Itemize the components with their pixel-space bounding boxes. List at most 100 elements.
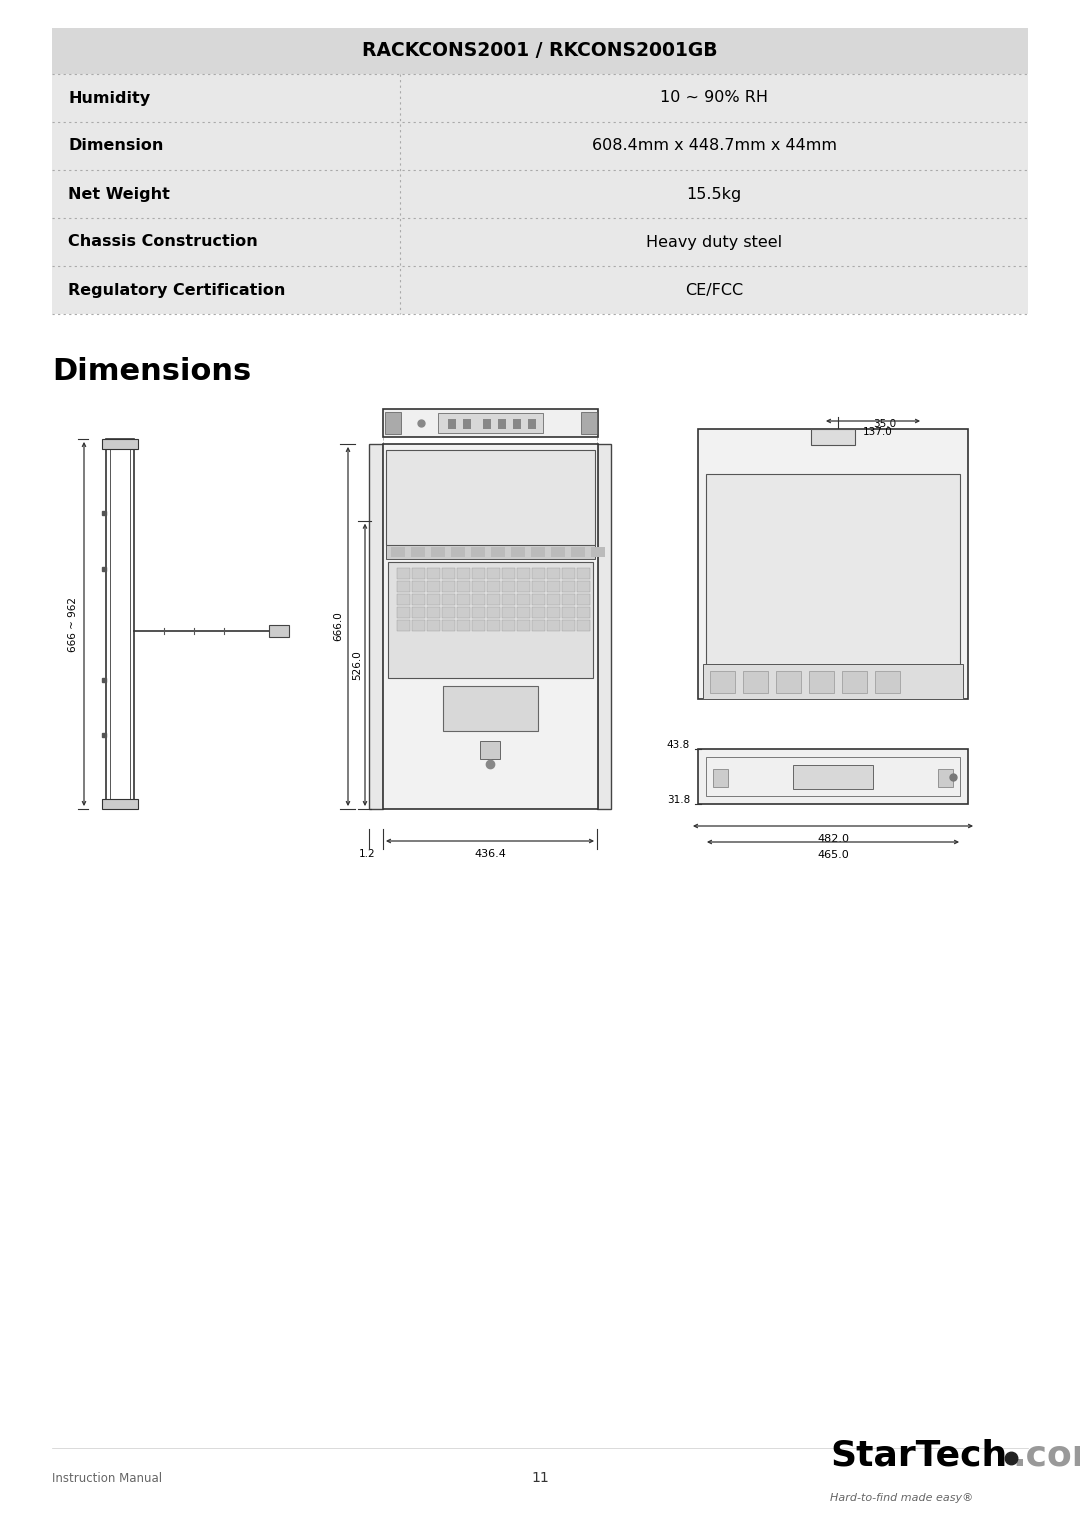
Bar: [517, 568, 530, 578]
Text: 465.0: 465.0: [818, 849, 849, 860]
Bar: [451, 546, 465, 557]
Bar: [391, 546, 405, 557]
Bar: [52, 27, 1028, 75]
Bar: [713, 769, 728, 787]
Bar: [706, 473, 960, 689]
Bar: [875, 671, 900, 693]
Bar: [52, 75, 1028, 122]
Bar: [269, 626, 289, 638]
Bar: [383, 409, 598, 437]
Bar: [528, 419, 536, 429]
Bar: [532, 581, 545, 592]
Bar: [411, 568, 426, 578]
Bar: [706, 756, 960, 796]
Bar: [442, 594, 455, 606]
Bar: [502, 607, 515, 618]
Bar: [577, 594, 590, 606]
Bar: [531, 546, 545, 557]
Text: 482.0: 482.0: [816, 834, 849, 845]
Text: 608.4mm x 448.7mm x 44mm: 608.4mm x 448.7mm x 44mm: [592, 139, 837, 154]
Text: Humidity: Humidity: [68, 90, 150, 105]
Text: Dimension: Dimension: [68, 139, 163, 154]
Bar: [106, 438, 134, 810]
Bar: [386, 451, 595, 545]
Bar: [463, 419, 471, 429]
Bar: [388, 562, 593, 677]
Bar: [562, 568, 575, 578]
Bar: [581, 412, 597, 434]
Bar: [397, 619, 410, 632]
Bar: [427, 594, 440, 606]
Text: .com: .com: [1012, 1438, 1080, 1473]
Bar: [110, 447, 130, 801]
Bar: [487, 568, 500, 578]
Text: Heavy duty steel: Heavy duty steel: [646, 234, 782, 250]
Bar: [411, 607, 426, 618]
Text: 666.0: 666.0: [333, 612, 343, 641]
Bar: [710, 671, 735, 693]
Bar: [457, 581, 470, 592]
Text: Instruction Manual: Instruction Manual: [52, 1472, 162, 1484]
Bar: [442, 581, 455, 592]
Bar: [397, 594, 410, 606]
Bar: [411, 619, 426, 632]
Bar: [809, 671, 834, 693]
Bar: [487, 619, 500, 632]
Bar: [443, 686, 538, 731]
Bar: [743, 671, 768, 693]
Bar: [562, 607, 575, 618]
Bar: [532, 568, 545, 578]
Bar: [703, 664, 963, 699]
Bar: [472, 607, 485, 618]
Bar: [502, 581, 515, 592]
Bar: [457, 607, 470, 618]
Bar: [480, 741, 500, 759]
Bar: [517, 607, 530, 618]
Bar: [546, 581, 561, 592]
Bar: [517, 581, 530, 592]
Bar: [793, 764, 873, 788]
Bar: [562, 594, 575, 606]
Text: 137.0: 137.0: [863, 428, 893, 437]
Bar: [777, 671, 801, 693]
Bar: [698, 429, 968, 699]
Bar: [546, 594, 561, 606]
Bar: [411, 581, 426, 592]
Bar: [698, 749, 968, 804]
Bar: [487, 607, 500, 618]
Bar: [472, 581, 485, 592]
Text: 31.8: 31.8: [666, 794, 690, 805]
Bar: [442, 607, 455, 618]
Bar: [438, 412, 543, 432]
Bar: [397, 607, 410, 618]
Bar: [411, 546, 426, 557]
Text: Dimensions: Dimensions: [52, 358, 252, 387]
Text: Hard-to-find made easy®: Hard-to-find made easy®: [831, 1493, 973, 1504]
Bar: [546, 607, 561, 618]
Bar: [546, 619, 561, 632]
Bar: [551, 546, 565, 557]
Bar: [472, 568, 485, 578]
Text: 10 ~ 90% RH: 10 ~ 90% RH: [660, 90, 768, 105]
Bar: [52, 122, 1028, 170]
Text: 15.5kg: 15.5kg: [687, 187, 742, 201]
Bar: [472, 594, 485, 606]
Bar: [532, 594, 545, 606]
Bar: [502, 594, 515, 606]
Bar: [383, 444, 598, 810]
Bar: [532, 619, 545, 632]
Bar: [577, 619, 590, 632]
Bar: [597, 444, 611, 810]
Bar: [487, 581, 500, 592]
Bar: [491, 546, 505, 557]
Bar: [102, 438, 138, 449]
Bar: [442, 568, 455, 578]
Bar: [411, 594, 426, 606]
Text: 526.0: 526.0: [352, 650, 362, 680]
Bar: [511, 546, 525, 557]
Bar: [483, 419, 491, 429]
Bar: [52, 218, 1028, 266]
Bar: [397, 568, 410, 578]
Bar: [577, 607, 590, 618]
Bar: [546, 568, 561, 578]
